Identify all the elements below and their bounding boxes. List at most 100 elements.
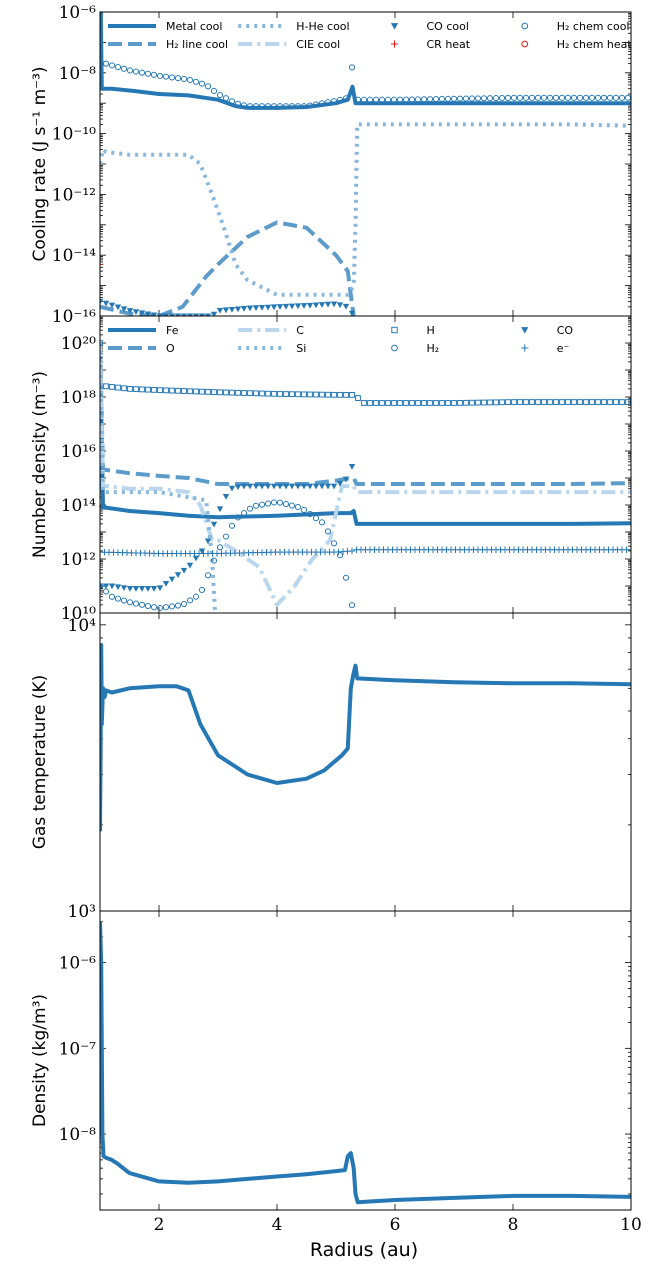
chart-panel-2: 10¹⁰ 10¹² 10¹⁴ 10¹⁶ 10¹⁸ 10²⁰ Number density (… (30, 315, 632, 624)
triangle-marker (168, 576, 176, 583)
square-marker (523, 399, 529, 405)
circle-marker (144, 70, 152, 77)
circle-marker (414, 96, 422, 103)
series-line (100, 921, 631, 1205)
circle-marker (426, 96, 434, 103)
square-marker (115, 384, 121, 391)
series-line (100, 342, 631, 607)
circle-marker (594, 94, 602, 101)
x-axis-label: Radius (au) (310, 1239, 418, 1261)
square-marker (433, 400, 439, 406)
triangle-marker (348, 463, 356, 470)
legend-label: Metal cool (166, 20, 222, 33)
circle-marker (552, 94, 560, 101)
triangle-marker (282, 483, 290, 490)
circle-marker (408, 96, 416, 103)
circle-marker (186, 76, 194, 84)
circle-marker (468, 95, 476, 102)
circle-marker (396, 96, 404, 103)
square-marker (127, 385, 133, 392)
axis-ticks (100, 613, 632, 912)
triangle-marker (132, 586, 140, 592)
circle-marker (204, 572, 212, 579)
square-marker (169, 387, 175, 394)
circle-marker (306, 511, 314, 518)
circle-marker (516, 94, 524, 101)
square-marker (541, 399, 547, 405)
y-axis-label: Number density (m⁻³) (30, 371, 50, 558)
square-marker (379, 400, 385, 406)
series-h-he-cool (100, 122, 631, 297)
plus-marker (100, 261, 104, 268)
circle-marker (522, 94, 530, 101)
triangle-marker (336, 480, 344, 487)
circle-marker (624, 94, 631, 101)
triangle-marker (102, 300, 110, 307)
y-tick-label: 10¹⁴ (61, 496, 96, 516)
circle-marker (276, 499, 284, 506)
circle-marker (521, 40, 529, 48)
series-co-cool (100, 298, 356, 316)
circle-marker (156, 605, 164, 612)
axis-ticks (100, 315, 632, 614)
circle-marker (102, 60, 110, 67)
circle-marker (504, 94, 512, 101)
circle-marker (282, 103, 290, 110)
square-marker (229, 389, 235, 396)
square-marker (301, 391, 307, 398)
triangle-marker (108, 302, 116, 309)
triangle-marker (168, 313, 176, 316)
circle-marker (492, 95, 500, 102)
square-marker (325, 391, 331, 398)
square-marker (277, 391, 283, 397)
square-marker (355, 395, 361, 401)
circle-marker (126, 67, 134, 74)
triangle-marker (318, 302, 326, 308)
triangle-marker (180, 567, 188, 574)
plus-marker (627, 546, 631, 553)
square-marker (547, 399, 553, 405)
circle-marker (336, 552, 344, 559)
triangle-marker (276, 304, 284, 310)
triangle-marker (288, 483, 296, 490)
series-line (100, 122, 631, 297)
square-marker (175, 387, 181, 394)
circle-marker (198, 586, 206, 594)
legend-label: CR heat (427, 38, 471, 51)
circle-marker (432, 95, 440, 103)
triangle-marker (102, 583, 110, 590)
triangle-marker (108, 583, 116, 590)
circle-marker (486, 95, 494, 102)
plus-marker (390, 40, 399, 48)
square-marker (139, 386, 145, 393)
circle-marker (246, 103, 254, 110)
square-marker (613, 399, 619, 405)
legend-label: e⁻ (557, 342, 570, 355)
triangle-marker (126, 308, 134, 314)
circle-marker (348, 602, 356, 609)
square-marker (265, 390, 271, 397)
legend-label: CO (557, 324, 574, 337)
triangle-marker (204, 538, 212, 545)
triangle-marker (150, 312, 158, 316)
y-tick-label: 10⁻¹² (52, 185, 96, 205)
circle-marker (438, 95, 446, 103)
square-marker (331, 391, 337, 398)
square-marker (349, 391, 355, 398)
series-h (100, 340, 631, 406)
y-tick-label: 10¹⁶ (61, 442, 96, 462)
triangle-marker (144, 311, 152, 316)
circle-marker (186, 597, 194, 604)
square-marker (445, 400, 451, 406)
triangle-marker (174, 572, 182, 578)
circle-marker (288, 502, 296, 509)
circle-marker (528, 94, 536, 101)
square-marker (619, 399, 625, 405)
circle-marker (324, 99, 332, 106)
circle-marker (420, 96, 428, 103)
square-marker (307, 391, 313, 398)
circle-marker (174, 75, 182, 82)
triangle-marker (210, 521, 218, 528)
plus-marker (521, 344, 529, 352)
series-line (100, 220, 356, 316)
